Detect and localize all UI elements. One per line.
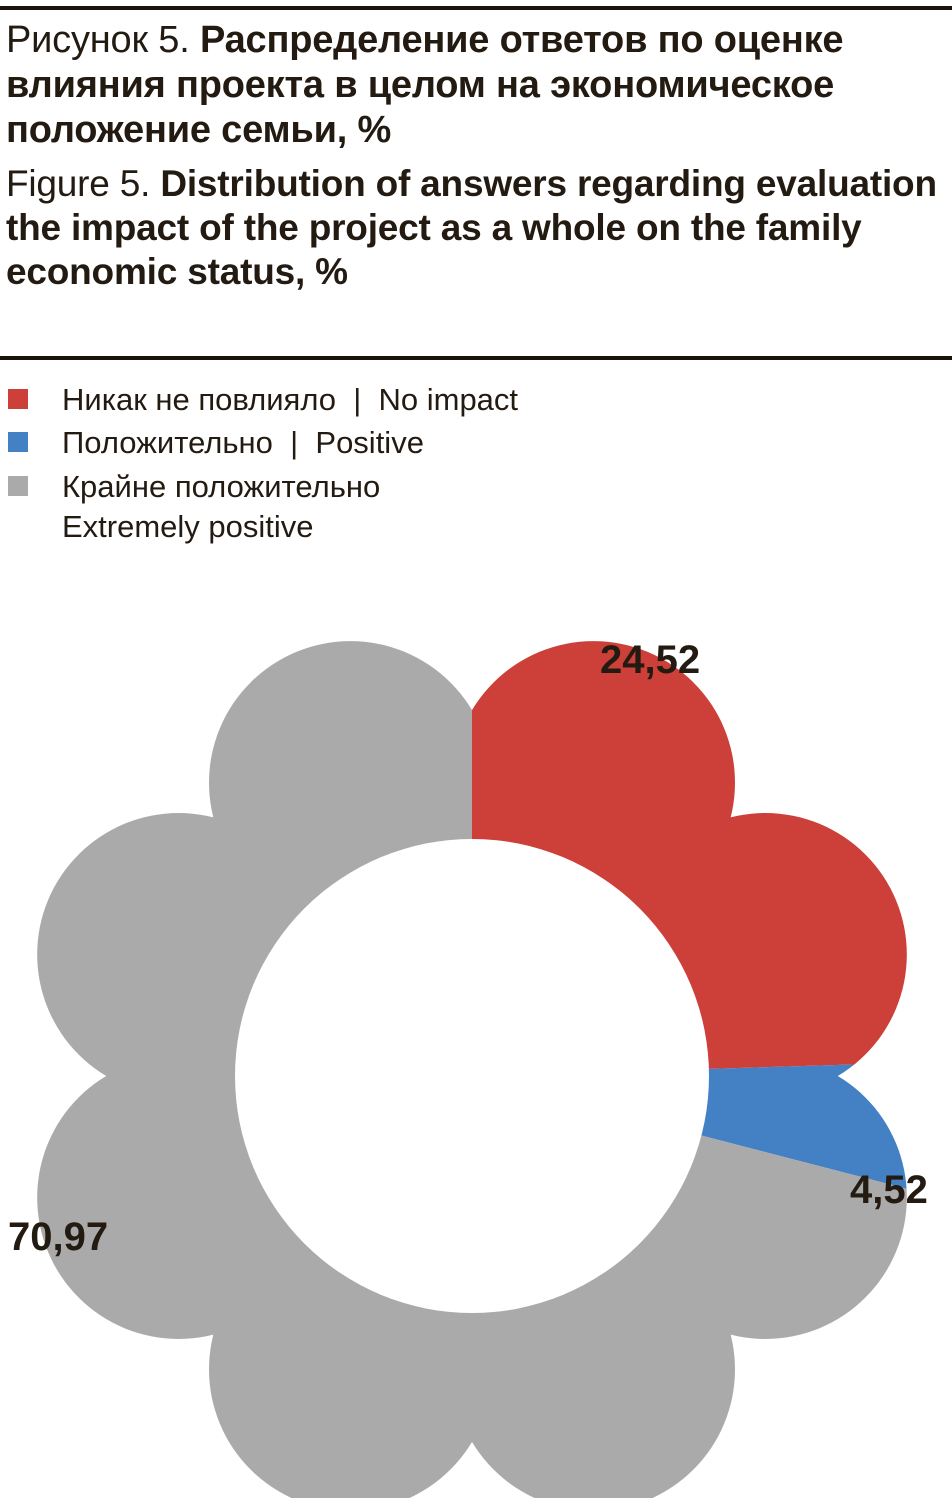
title-legend-divider [0, 356, 952, 360]
doughnut-inner-hole [235, 839, 709, 1313]
legend-item-no-impact: Никак не повлияло | No impact [8, 380, 708, 420]
legend-swatch-icon-blue [8, 432, 28, 453]
figure-titles: Рисунок 5. Распределение ответов по оцен… [6, 18, 948, 293]
legend-item-positive: Положительно | Positive [8, 423, 708, 463]
figure-title-text-ru: Распределение ответов по оценке влияния … [6, 19, 844, 151]
legend-label-extremely-positive: Крайне положительно Extremely positive [62, 468, 381, 544]
chart-legend: Никак не повлияло | No impact Положитель… [8, 380, 708, 550]
top-divider [0, 6, 952, 10]
value-label-positive: 4,52 [850, 1168, 928, 1212]
legend-label-positive: Положительно | Positive [62, 425, 424, 461]
figure-title-ru: Рисунок 5. Распределение ответов по оцен… [6, 18, 948, 152]
legend-label-no-impact: Никак не повлияло | No impact [62, 382, 519, 417]
figure-number-en: Figure 5. [6, 163, 151, 205]
chart-svg [37, 641, 907, 1498]
legend-swatch-icon-gray [8, 475, 28, 496]
figure-number-ru: Рисунок 5. [6, 19, 190, 61]
figure-title-en: Figure 5. Distribution of answers regard… [6, 162, 948, 293]
legend-swatch-icon-red [8, 389, 28, 409]
value-label-extremely-positive: 70,97 [8, 1215, 109, 1259]
flower-doughnut-chart: 24,52 4,52 70,97 [0, 560, 952, 1498]
figure-title-text-en: Distribution of answers regarding evalua… [6, 163, 937, 292]
legend-item-extremely-positive: Крайне положительно Extremely positive [8, 467, 708, 548]
value-label-no-impact: 24,52 [600, 638, 701, 682]
